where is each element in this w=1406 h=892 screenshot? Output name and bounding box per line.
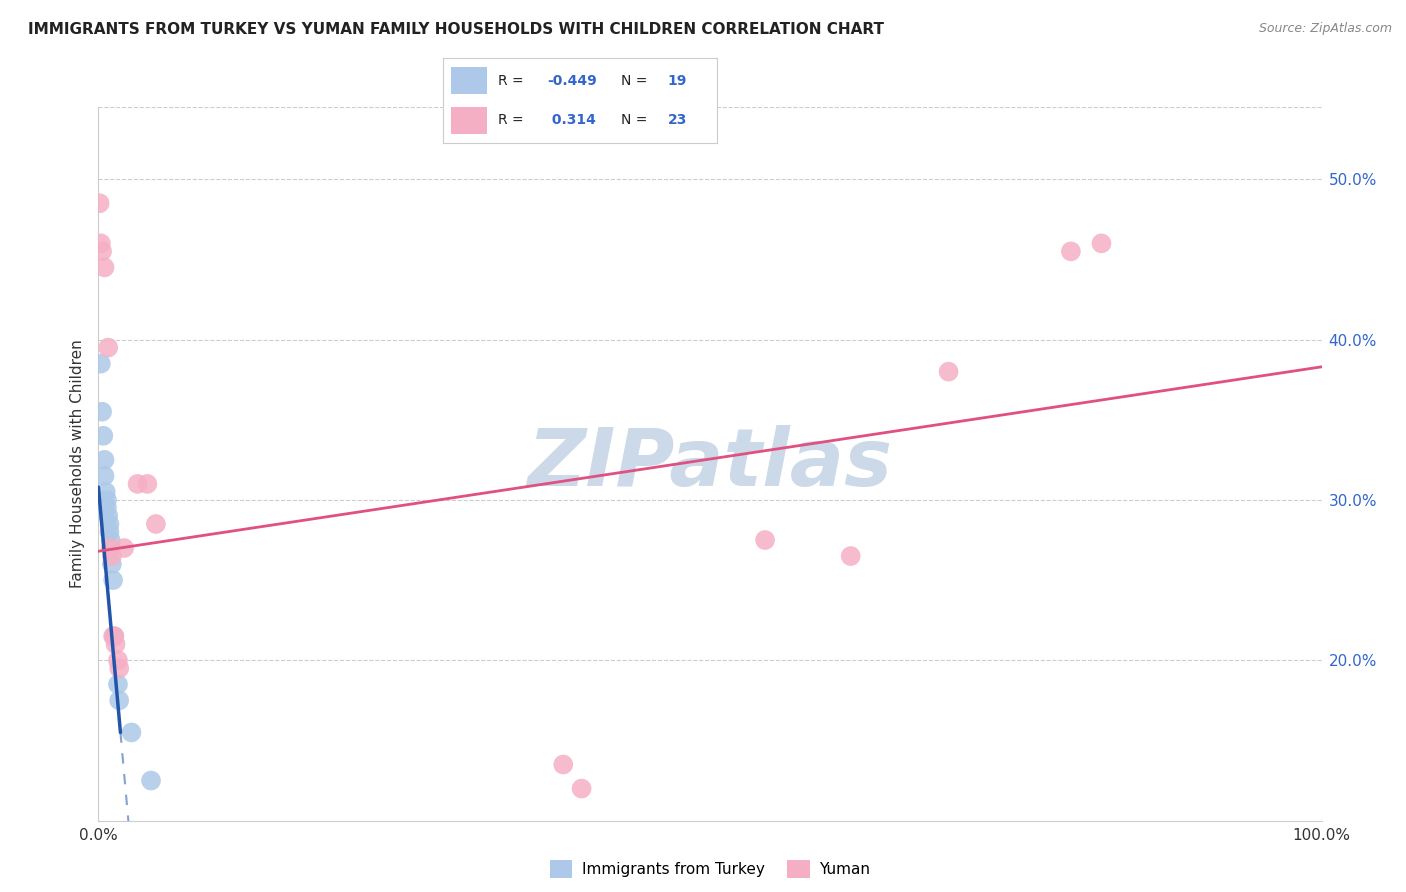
Point	[754, 533, 776, 547]
Point	[1090, 236, 1112, 251]
Point	[94, 484, 117, 499]
Legend: Immigrants from Turkey, Yuman: Immigrants from Turkey, Yuman	[544, 854, 876, 884]
Point	[553, 757, 575, 772]
Text: -0.449: -0.449	[547, 74, 596, 88]
Text: N =: N =	[621, 113, 652, 128]
Text: 23: 23	[668, 113, 688, 128]
Point	[97, 508, 120, 523]
FancyBboxPatch shape	[451, 107, 486, 134]
Text: ZIPatlas: ZIPatlas	[527, 425, 893, 503]
Point	[938, 365, 960, 379]
Point	[139, 773, 162, 788]
Text: N =: N =	[621, 74, 652, 88]
Point	[127, 476, 149, 491]
Point	[89, 196, 111, 211]
Point	[120, 725, 142, 739]
Point	[145, 516, 167, 531]
Text: 19: 19	[668, 74, 688, 88]
Point	[98, 524, 121, 539]
Point	[112, 541, 135, 555]
Text: R =: R =	[498, 74, 527, 88]
Point	[96, 500, 118, 515]
Text: 0.314: 0.314	[547, 113, 596, 128]
Point	[91, 429, 114, 443]
Point	[101, 557, 124, 571]
Point	[98, 516, 121, 531]
Point	[1060, 244, 1083, 259]
Point	[101, 549, 124, 563]
Point	[97, 341, 120, 355]
Point	[108, 661, 131, 675]
Point	[839, 549, 862, 563]
Point	[93, 260, 115, 275]
Point	[571, 781, 593, 796]
Point	[103, 629, 125, 643]
Point	[93, 468, 115, 483]
Point	[103, 629, 125, 643]
Text: IMMIGRANTS FROM TURKEY VS YUMAN FAMILY HOUSEHOLDS WITH CHILDREN CORRELATION CHAR: IMMIGRANTS FROM TURKEY VS YUMAN FAMILY H…	[28, 22, 884, 37]
Point	[91, 405, 114, 419]
FancyBboxPatch shape	[451, 67, 486, 95]
Point	[136, 476, 159, 491]
Y-axis label: Family Households with Children: Family Households with Children	[69, 340, 84, 588]
Point	[101, 629, 124, 643]
Point	[107, 677, 129, 691]
Point	[90, 357, 112, 371]
Point	[108, 693, 131, 707]
Text: Source: ZipAtlas.com: Source: ZipAtlas.com	[1258, 22, 1392, 36]
Point	[101, 573, 124, 587]
Point	[90, 236, 112, 251]
Point	[96, 492, 118, 507]
Point	[100, 533, 122, 547]
Point	[91, 244, 114, 259]
Point	[100, 541, 122, 555]
Point	[107, 653, 129, 667]
Text: R =: R =	[498, 113, 527, 128]
Point	[93, 453, 115, 467]
Point	[104, 637, 127, 651]
